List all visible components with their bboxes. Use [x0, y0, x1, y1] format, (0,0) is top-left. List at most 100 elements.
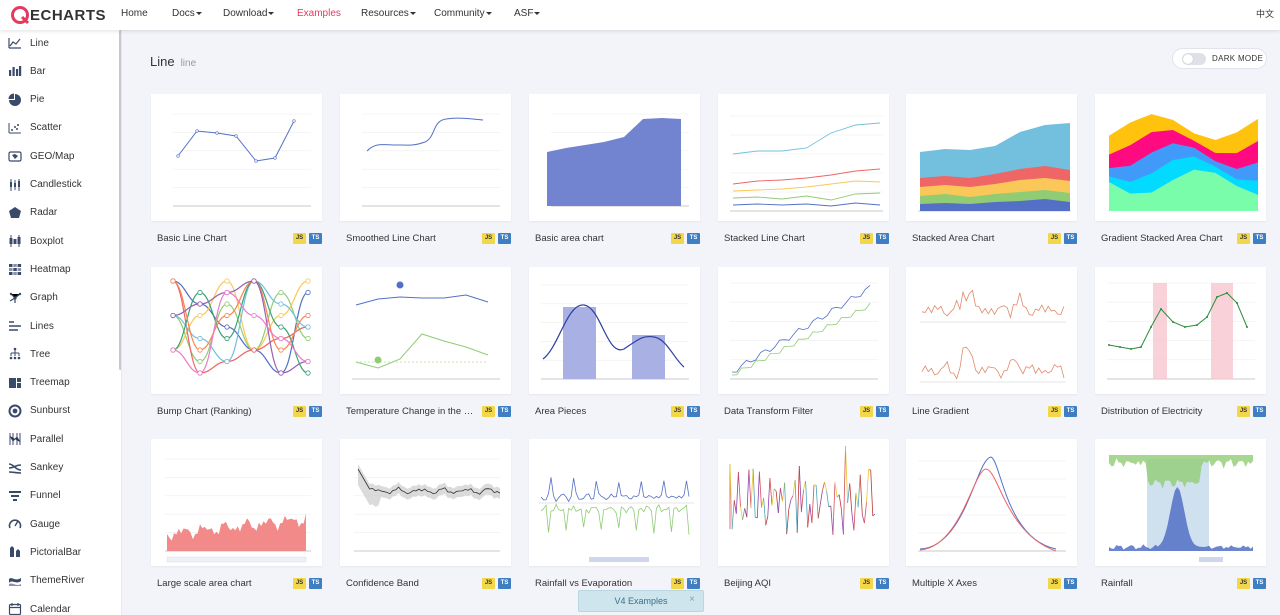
- example-thumbnail[interactable]: [906, 267, 1077, 394]
- example-card-transform-filter[interactable]: Data Transform Filter JS TS: [718, 267, 889, 424]
- ts-badge[interactable]: TS: [687, 232, 700, 244]
- example-card-rain-evap[interactable]: Rainfall vs Evaporation JS TS: [529, 439, 700, 596]
- nav-resources[interactable]: Resources: [361, 0, 416, 30]
- sidebar-item-radar[interactable]: Radar: [0, 203, 121, 223]
- js-badge[interactable]: JS: [482, 405, 495, 417]
- sidebar-item-calendar[interactable]: Calendar: [0, 599, 121, 615]
- language-switch[interactable]: 中文: [1255, 9, 1274, 19]
- example-card-gradient-stacked[interactable]: Gradient Stacked Area Chart JS TS: [1095, 94, 1266, 251]
- ts-badge[interactable]: TS: [1064, 577, 1077, 589]
- dark-mode-switch[interactable]: [1182, 52, 1206, 65]
- sidebar-item-heatmap[interactable]: Heatmap: [0, 259, 121, 279]
- ts-badge[interactable]: TS: [1253, 577, 1266, 589]
- example-card-rainfall[interactable]: Rainfall JS TS: [1095, 439, 1266, 596]
- ts-badge[interactable]: TS: [309, 232, 322, 244]
- sidebar-item-funnel[interactable]: Funnel: [0, 486, 121, 506]
- sidebar-item-graph[interactable]: Graph: [0, 288, 121, 308]
- example-card-stacked-area[interactable]: Stacked Area Chart JS TS: [906, 94, 1077, 251]
- nav-home[interactable]: Home: [121, 0, 148, 30]
- example-title[interactable]: Area Pieces: [535, 405, 587, 417]
- example-title[interactable]: Distribution of Electricity: [1101, 405, 1203, 417]
- js-badge[interactable]: JS: [1048, 405, 1061, 417]
- ts-badge[interactable]: TS: [876, 232, 889, 244]
- js-badge[interactable]: JS: [482, 232, 495, 244]
- sidebar-item-pie[interactable]: Pie: [0, 90, 121, 110]
- sidebar-item-candlestick[interactable]: Candlestick: [0, 175, 121, 195]
- example-title[interactable]: Line Gradient: [912, 405, 970, 417]
- example-thumbnail[interactable]: [151, 94, 322, 221]
- example-card-line-gradient[interactable]: Line Gradient JS TS: [906, 267, 1077, 424]
- example-card-multi-x[interactable]: Multiple X Axes JS TS: [906, 439, 1077, 596]
- sidebar-scrollbar[interactable]: [119, 30, 121, 370]
- example-thumbnail[interactable]: [529, 267, 700, 394]
- example-title[interactable]: Smoothed Line Chart: [346, 232, 436, 244]
- js-badge[interactable]: JS: [671, 232, 684, 244]
- sidebar-item-parallel[interactable]: Parallel: [0, 429, 121, 449]
- ts-badge[interactable]: TS: [1064, 232, 1077, 244]
- js-badge[interactable]: JS: [293, 405, 306, 417]
- v4-examples-banner[interactable]: V4 Examples ×: [578, 590, 704, 612]
- example-title[interactable]: Multiple X Axes: [912, 577, 977, 589]
- example-thumbnail[interactable]: [718, 267, 889, 394]
- example-thumbnail[interactable]: [340, 267, 511, 394]
- js-badge[interactable]: JS: [1237, 577, 1250, 589]
- ts-badge[interactable]: TS: [1253, 232, 1266, 244]
- ts-badge[interactable]: TS: [876, 577, 889, 589]
- sidebar-item-pictorialbar[interactable]: PictorialBar: [0, 542, 121, 562]
- ts-badge[interactable]: TS: [309, 577, 322, 589]
- js-badge[interactable]: JS: [671, 405, 684, 417]
- example-title[interactable]: Rainfall vs Evaporation: [535, 577, 633, 589]
- example-title[interactable]: Beijing AQI: [724, 577, 771, 589]
- example-title[interactable]: Rainfall: [1101, 577, 1133, 589]
- js-badge[interactable]: JS: [860, 232, 873, 244]
- example-title[interactable]: Data Transform Filter: [724, 405, 814, 417]
- ts-badge[interactable]: TS: [687, 405, 700, 417]
- example-card-aqi[interactable]: Beijing AQI JS TS: [718, 439, 889, 596]
- js-badge[interactable]: JS: [1048, 577, 1061, 589]
- ts-badge[interactable]: TS: [1064, 405, 1077, 417]
- js-badge[interactable]: JS: [860, 577, 873, 589]
- sidebar-item-scatter[interactable]: Scatter: [0, 118, 121, 138]
- ts-badge[interactable]: TS: [876, 405, 889, 417]
- sidebar-item-boxplot[interactable]: Boxplot: [0, 231, 121, 251]
- sidebar-item-sunburst[interactable]: Sunburst: [0, 401, 121, 421]
- nav-asf[interactable]: ASF: [514, 0, 541, 30]
- example-title[interactable]: Bump Chart (Ranking): [157, 405, 252, 417]
- example-thumbnail[interactable]: [340, 94, 511, 221]
- ts-badge[interactable]: TS: [1253, 405, 1266, 417]
- js-badge[interactable]: JS: [482, 577, 495, 589]
- nav-community[interactable]: Community: [434, 0, 492, 30]
- example-title[interactable]: Basic area chart: [535, 232, 604, 244]
- example-title[interactable]: Temperature Change in the Coming Week: [346, 405, 479, 417]
- echarts-logo[interactable]: ECHARTS: [10, 0, 122, 30]
- close-icon[interactable]: ×: [689, 594, 695, 605]
- example-card-temperature[interactable]: Temperature Change in the Coming WeekJST…: [340, 267, 511, 424]
- js-badge[interactable]: JS: [671, 577, 684, 589]
- example-thumbnail[interactable]: [1095, 267, 1266, 394]
- ts-badge[interactable]: TS: [498, 232, 511, 244]
- js-badge[interactable]: JS: [860, 405, 873, 417]
- example-thumbnail[interactable]: [151, 267, 322, 394]
- example-card-basic-line[interactable]: Basic Line Chart JS TS: [151, 94, 322, 251]
- js-badge[interactable]: JS: [1048, 232, 1061, 244]
- sidebar-item-sankey[interactable]: Sankey: [0, 458, 121, 478]
- sidebar-item-themeriver[interactable]: ThemeRiver: [0, 571, 121, 591]
- example-card-area-pieces[interactable]: Area Pieces JS TS: [529, 267, 700, 424]
- example-card-bump[interactable]: Bump Chart (Ranking) JS TS: [151, 267, 322, 424]
- sidebar-item-line[interactable]: Line: [0, 33, 121, 53]
- nav-docs[interactable]: Docs: [172, 0, 202, 30]
- example-thumbnail[interactable]: [340, 439, 511, 566]
- js-badge[interactable]: JS: [1237, 232, 1250, 244]
- ts-badge[interactable]: TS: [309, 405, 322, 417]
- example-thumbnail[interactable]: [718, 439, 889, 566]
- sidebar-item-tree[interactable]: Tree: [0, 344, 121, 364]
- example-thumbnail[interactable]: [529, 94, 700, 221]
- ts-badge[interactable]: TS: [498, 577, 511, 589]
- example-card-electricity[interactable]: Distribution of Electricity JS TS: [1095, 267, 1266, 424]
- sidebar-item-lines[interactable]: Lines: [0, 316, 121, 336]
- example-title[interactable]: Stacked Area Chart: [912, 232, 995, 244]
- example-thumbnail[interactable]: [1095, 94, 1266, 221]
- example-card-stacked-line[interactable]: Stacked Line Chart JS TS: [718, 94, 889, 251]
- example-thumbnail[interactable]: [529, 439, 700, 566]
- js-badge[interactable]: JS: [293, 232, 306, 244]
